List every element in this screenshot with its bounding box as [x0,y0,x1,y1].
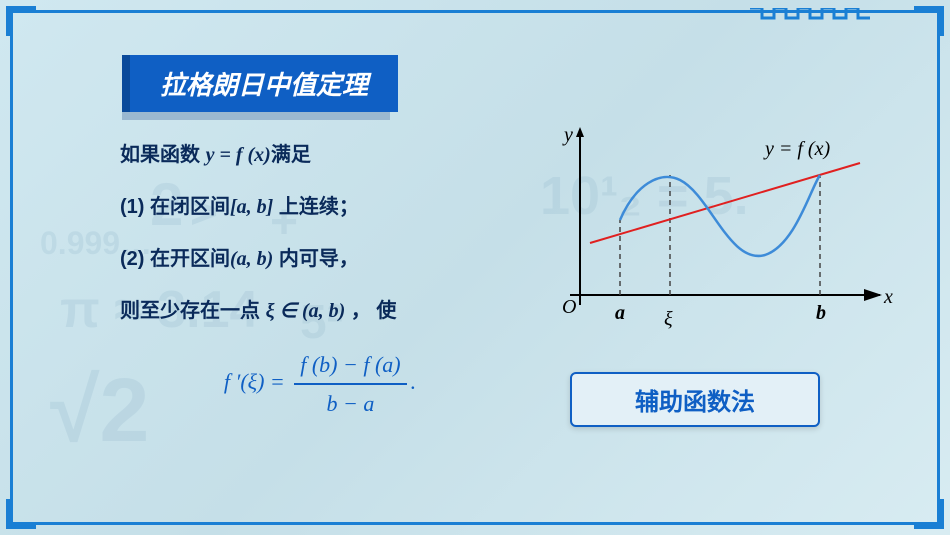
y-axis-arrow [576,127,584,137]
x-axis-label: x [883,286,893,308]
condition-2: (2) 在开区间(a, b) 内可导， [120,244,520,274]
formula-tail: . [411,369,417,394]
function-curve [620,175,820,256]
frame-notch [750,8,870,22]
intro-line: 如果函数 y = f (x)满足 [120,140,520,170]
theorem-title: 拉格朗日中值定理 [130,55,398,112]
mean-value-graph: y x O a ξ b y = f (x) [540,125,900,345]
frame-corner-br [914,499,944,529]
y-axis-label: y [562,125,573,146]
cond2-math: (a, b) [230,248,273,270]
auxiliary-method-box: 辅助函数法 [570,372,820,427]
formula-denominator: b − a [294,385,406,420]
concl-suffix: ， 使 [345,300,396,322]
formula-numerator: f (b) − f (a) [294,348,406,385]
conclusion-line: 则至少存在一点 ξ ∈ (a, b) ， 使 [120,296,520,326]
intro-math: y = f (x) [206,144,271,166]
intro-suffix: 满足 [271,144,311,166]
frame-corner-bl [6,499,36,529]
theorem-text: 如果函数 y = f (x)满足 (1) 在闭区间[a, b] 上连续； (2)… [120,140,520,420]
intro-prefix: 如果函数 [120,144,206,166]
cond2-prefix: (2) 在开区间 [120,248,230,270]
frame-corner-tl [6,6,36,36]
origin-label: O [562,296,576,318]
cond1-prefix: (1) 在闭区间 [120,196,230,218]
formula-lhs: f ′(ξ) = [224,369,285,394]
func-label: y = f (x) [763,138,830,160]
formula-fraction: f (b) − f (a) b − a [294,348,406,420]
b-label: b [816,302,826,324]
xi-label: ξ [664,308,673,330]
cond2-suffix: 内可导， [273,248,359,270]
concl-prefix: 则至少存在一点 [120,300,266,322]
condition-1: (1) 在闭区间[a, b] 上连续； [120,192,520,222]
a-label: a [615,302,625,324]
cond1-math: [a, b] [230,196,273,218]
theorem-formula: f ′(ξ) = f (b) − f (a) b − a . [120,348,520,420]
cond1-suffix: 上连续； [273,196,359,218]
concl-math: ξ ∈ (a, b) [266,300,346,322]
frame-corner-tr [914,6,944,36]
